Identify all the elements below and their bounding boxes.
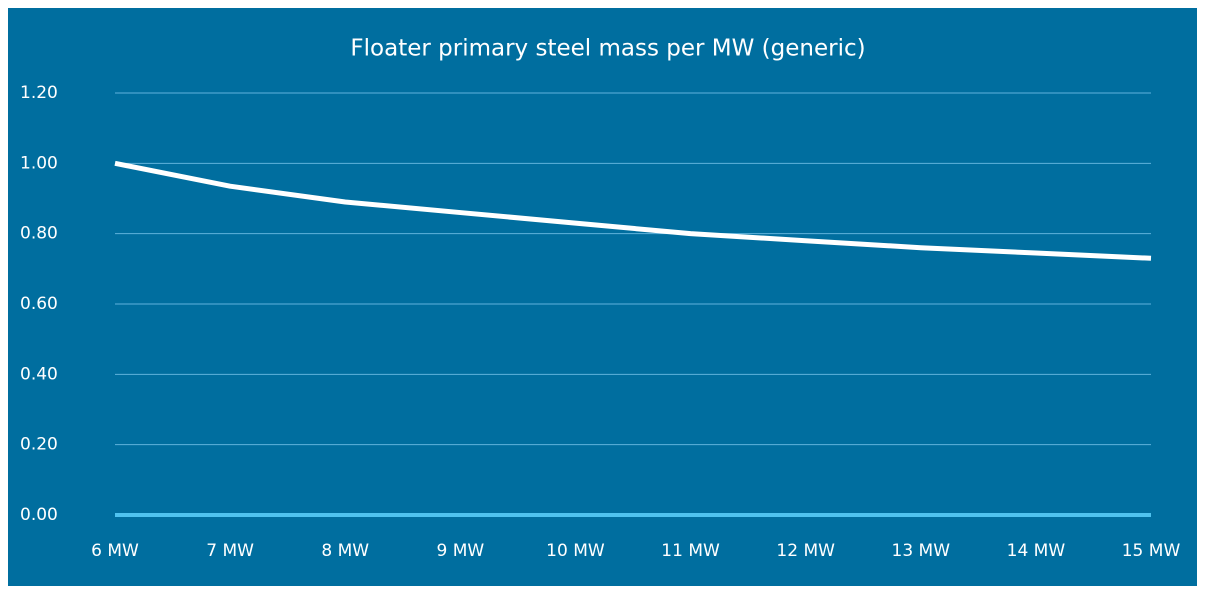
- line-series: [114, 160, 1152, 261]
- x-tick-label: 10 MW: [546, 541, 605, 561]
- chart-title: Floater primary steel mass per MW (gener…: [350, 36, 865, 62]
- x-tick-label: 12 MW: [776, 541, 835, 561]
- x-tick-label: 13 MW: [892, 541, 951, 561]
- x-tick-label: 7 MW: [206, 541, 254, 561]
- y-tick-label: 0.60: [20, 294, 58, 314]
- x-tick-label: 8 MW: [321, 541, 369, 561]
- x-tick-label: 9 MW: [436, 541, 484, 561]
- y-tick-label: 1.20: [20, 83, 58, 103]
- x-tick-label: 11 MW: [661, 541, 720, 561]
- y-tick-label: 0.20: [20, 435, 58, 455]
- y-tick-label: 0.00: [20, 505, 58, 525]
- x-tick-label: 6 MW: [91, 541, 139, 561]
- y-tick-label: 1.00: [20, 153, 58, 173]
- x-tick-label: 15 MW: [1122, 541, 1181, 561]
- y-tick-label: 0.40: [20, 364, 58, 384]
- y-tick-label: 0.80: [20, 224, 58, 244]
- chart-background: [8, 8, 1197, 586]
- x-tick-label: 14 MW: [1007, 541, 1066, 561]
